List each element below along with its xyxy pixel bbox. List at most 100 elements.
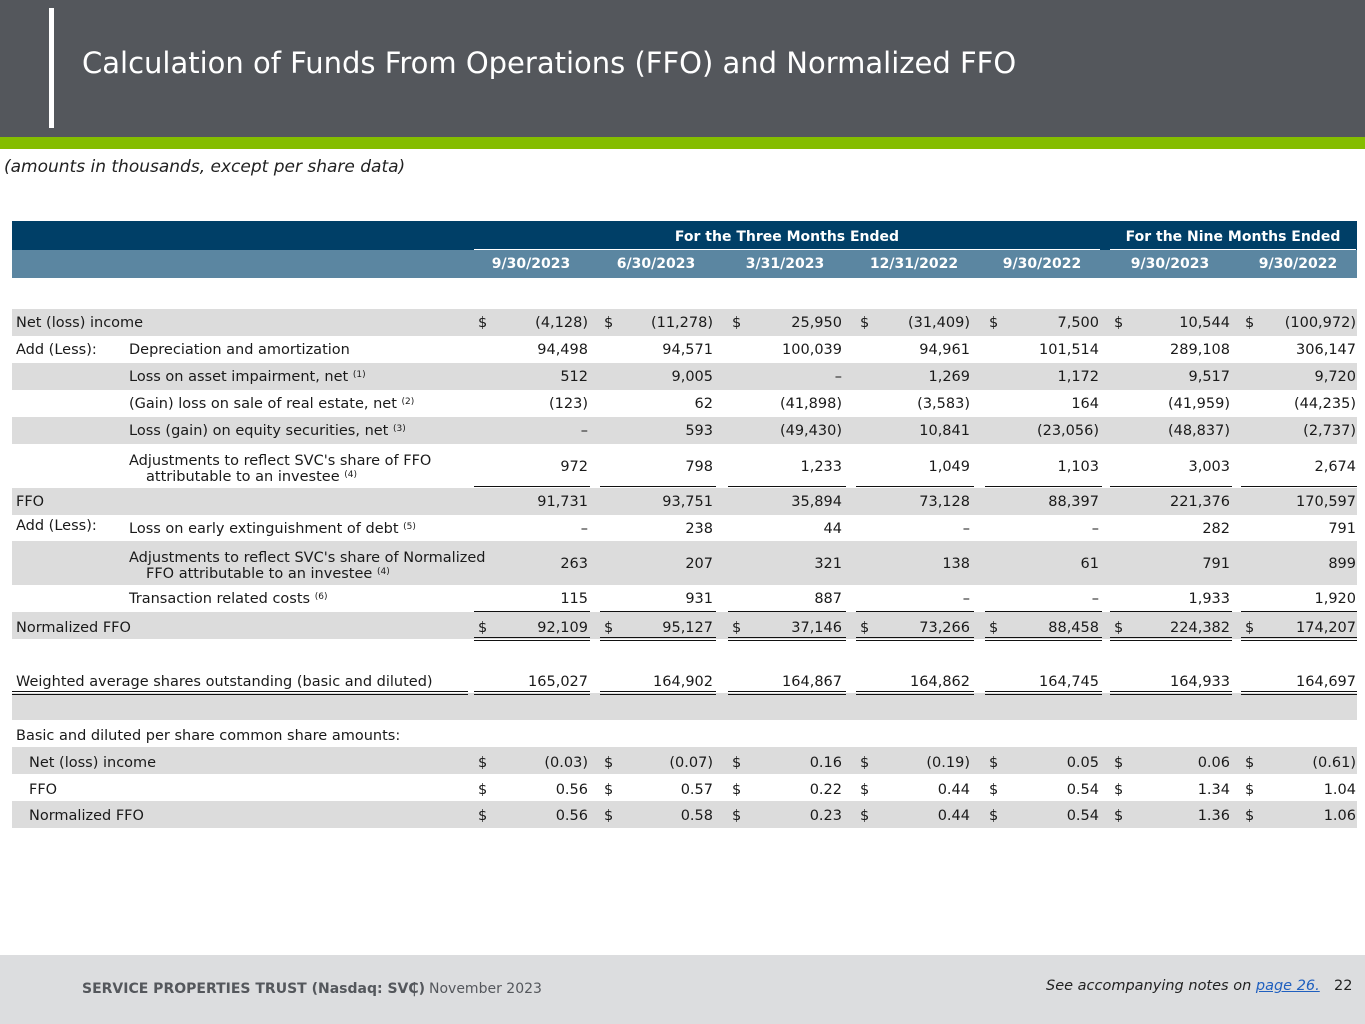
row-label: (Gain) loss on sale of real estate, net …: [129, 396, 414, 412]
row-shade: [12, 363, 1357, 390]
row-label: Loss (gain) on equity securities, net (3…: [129, 423, 406, 439]
row-shade: [12, 541, 1357, 585]
value-cell: –: [1091, 521, 1099, 537]
value-cell: 0.23: [809, 808, 842, 824]
row-label-text: Normalized FFO: [16, 620, 131, 636]
row-shade: [12, 801, 1357, 828]
row-label-text: Net (loss) income: [29, 755, 157, 771]
value-cell: –: [834, 369, 842, 385]
value-cell: 170,597: [1296, 494, 1356, 510]
currency-symbol: $: [1114, 808, 1124, 824]
total-double-rule: [12, 691, 468, 695]
value-cell: (44,235): [1293, 396, 1356, 412]
value-cell: 0.54: [1066, 782, 1099, 798]
total-double-rule: [728, 637, 846, 641]
value-cell: 9,517: [1188, 369, 1230, 385]
value-cell: 10,544: [1179, 315, 1230, 331]
subtotal-rule: [1110, 486, 1232, 487]
currency-symbol: $: [989, 808, 999, 824]
units-note: (amounts in thousands, except per share …: [4, 157, 406, 177]
value-cell: (48,837): [1167, 423, 1230, 439]
value-cell: 91,731: [537, 494, 588, 510]
total-double-rule: [856, 691, 974, 695]
page-title: Calculation of Funds From Operations (FF…: [82, 46, 1017, 80]
footer-note: See accompanying notes on page 26.: [1046, 978, 1320, 994]
value-cell: 164,867: [782, 674, 842, 690]
row-label: Loss on early extinguishment of debt (5): [129, 521, 416, 537]
currency-symbol: $: [604, 315, 614, 331]
value-cell: 221,376: [1170, 494, 1230, 510]
subtotal-rule: [600, 611, 716, 612]
currency-symbol: $: [478, 620, 488, 636]
value-cell: (3,583): [917, 396, 970, 412]
footnote-ref: (5): [403, 522, 416, 532]
value-cell: 0.57: [680, 782, 713, 798]
column-header-5: 9/30/2023: [1130, 256, 1210, 272]
currency-symbol: $: [478, 782, 488, 798]
row-shade: [12, 693, 1357, 720]
currency-symbol: $: [604, 755, 614, 771]
value-cell: –: [580, 521, 588, 537]
value-cell: 1,103: [1057, 459, 1099, 475]
footnote-ref: (4): [376, 567, 390, 577]
value-cell: 238: [685, 521, 713, 537]
value-cell: –: [962, 521, 970, 537]
subtotal-rule: [474, 611, 590, 612]
currency-symbol: $: [1114, 315, 1124, 331]
value-cell: 321: [814, 556, 842, 572]
row-label: Normalized FFO: [16, 620, 131, 636]
currency-symbol: $: [1114, 620, 1124, 636]
value-cell: 0.56: [555, 808, 588, 824]
value-cell: 94,961: [919, 342, 970, 358]
add-less-label: Add (Less):: [16, 342, 97, 358]
currency-symbol: $: [860, 315, 870, 331]
row-label: Loss on asset impairment, net (1): [129, 369, 366, 385]
total-double-rule: [856, 637, 974, 641]
value-cell: 3,003: [1188, 459, 1230, 475]
page-26-link[interactable]: page 26.: [1255, 978, 1320, 994]
value-cell: 1,233: [800, 459, 842, 475]
value-cell: 92,109: [537, 620, 588, 636]
value-cell: 0.05: [1066, 755, 1099, 771]
row-label: Net (loss) income: [16, 315, 143, 331]
subtotal-rule: [600, 486, 716, 487]
value-cell: 1.36: [1197, 808, 1230, 824]
value-cell: (23,056): [1036, 423, 1099, 439]
subtotal-rule: [728, 611, 846, 612]
value-cell: 164,697: [1296, 674, 1356, 690]
subtotal-rule: [474, 486, 590, 487]
column-header-3: 12/31/2022: [869, 256, 959, 272]
subtotal-rule: [985, 611, 1102, 612]
column-header-2: 3/31/2023: [745, 256, 825, 272]
footnote-ref: (4): [344, 470, 357, 480]
value-cell: –: [580, 423, 588, 439]
header-accent-bar: [49, 8, 54, 128]
value-cell: 887: [814, 591, 842, 607]
subtotal-rule: [856, 486, 974, 487]
row-label: Adjustments to reflect SVC's share of No…: [129, 550, 486, 566]
value-cell: 101,514: [1039, 342, 1099, 358]
value-cell: 25,950: [791, 315, 842, 331]
subtotal-rule: [856, 611, 974, 612]
currency-symbol: $: [1245, 808, 1255, 824]
currency-symbol: $: [989, 782, 999, 798]
value-cell: 263: [560, 556, 588, 572]
currency-symbol: $: [860, 808, 870, 824]
row-label-text: Net (loss) income: [16, 315, 144, 331]
value-cell: (4,128): [535, 315, 588, 331]
currency-symbol: $: [478, 808, 488, 824]
currency-symbol: $: [1114, 782, 1124, 798]
slide-header: [0, 0, 1365, 137]
subtotal-rule: [1241, 486, 1357, 487]
value-cell: 1.34: [1197, 782, 1230, 798]
row-label-text: (Gain) loss on sale of real estate, net: [129, 396, 397, 412]
value-cell: 62: [694, 396, 713, 412]
currency-symbol: $: [732, 620, 742, 636]
value-cell: (31,409): [907, 315, 970, 331]
value-cell: 0.16: [809, 755, 842, 771]
value-cell: 164: [1071, 396, 1099, 412]
row-sublabel: FFO attributable to an investee (4): [146, 566, 390, 582]
value-cell: 512: [560, 369, 588, 385]
row-sublabel-text: FFO attributable to an investee: [146, 566, 373, 582]
footnote-ref: (2): [401, 397, 415, 407]
